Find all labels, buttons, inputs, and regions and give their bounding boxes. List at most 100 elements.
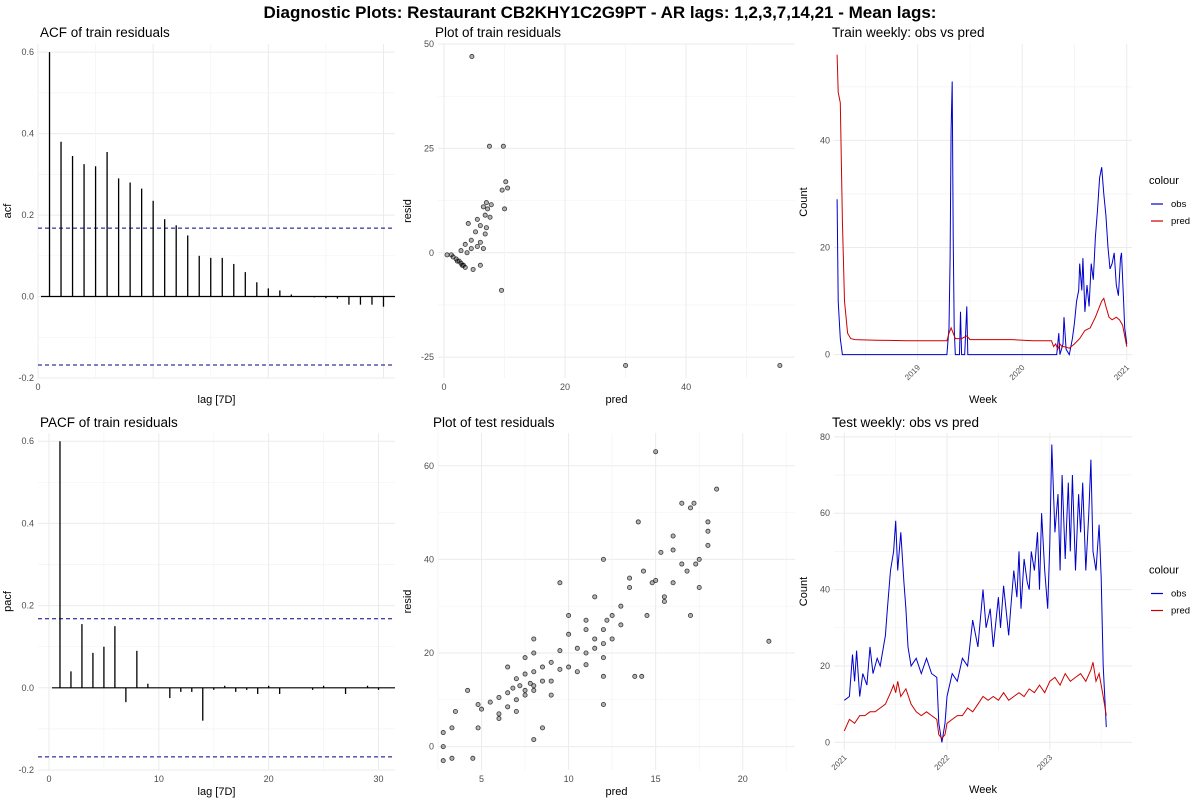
scatter-point — [696, 584, 702, 590]
x-tick-label: 0 — [442, 382, 447, 392]
scatter-point — [531, 636, 537, 642]
scatter-point — [470, 266, 476, 272]
scatter-point — [574, 669, 580, 675]
panel-title: Plot of train residuals — [435, 25, 561, 40]
scatter-point — [635, 519, 641, 525]
legend-label-pred: pred — [1171, 216, 1190, 227]
y-tick-label: 0.0 — [21, 292, 34, 302]
panel-title: ACF of train residuals — [40, 25, 170, 40]
y-tick-label: 0.0 — [21, 683, 34, 693]
y-tick-label: 0 — [825, 737, 830, 747]
scatter-point — [618, 622, 624, 628]
scatter-point — [670, 580, 676, 586]
scatter-point — [627, 575, 633, 581]
scatter-point — [609, 636, 615, 642]
scatter-point — [473, 229, 479, 235]
panel-test-resid: Plot of test residuals 0 20 40 60 5 10 15 20 pred… — [402, 415, 795, 798]
x-tick-label: 10 — [564, 774, 574, 784]
scatter-point — [566, 631, 572, 637]
scatter-point — [462, 241, 468, 247]
scatter-point — [693, 561, 699, 567]
scatter-point — [462, 264, 468, 270]
scatter-point — [483, 225, 489, 231]
x-tick-label: 30 — [374, 774, 384, 784]
scatter-point — [531, 669, 537, 675]
scatter-point — [477, 239, 483, 245]
scatter-point — [600, 701, 606, 707]
scatter-point — [485, 206, 491, 212]
scatter-point — [548, 659, 554, 665]
x-tick-label: 40 — [681, 382, 691, 392]
scatter-point — [522, 655, 528, 661]
y-tick-label: 50 — [424, 39, 434, 49]
panel-title: Train weekly: obs vs pred — [832, 25, 985, 40]
y-axis-label: resid — [402, 199, 414, 223]
y-tick-label: 60 — [820, 508, 830, 518]
scatter-point — [522, 692, 528, 698]
panel-acf: ACF of train residuals -0.2 0.0 0.2 0.4 0.6 0 l… — [2, 25, 395, 406]
scatter-point — [468, 246, 474, 252]
scatter-point — [679, 561, 685, 567]
scatter-point — [583, 617, 589, 623]
scatter-point — [500, 143, 506, 149]
scatter-point — [522, 687, 528, 693]
scatter-point — [531, 737, 537, 743]
figure-title: Diagnostic Plots: Restaurant CB2KHY1C2G9… — [263, 3, 937, 22]
scatter-point — [477, 262, 483, 268]
panel-test-weekly: Test weekly: obs vs pred 0 20 40 60 80 2021 202… — [798, 415, 1190, 796]
scatter-point — [653, 449, 659, 455]
scatter-point — [522, 671, 528, 677]
scatter-point — [469, 54, 475, 60]
y-tick-label: 0.2 — [21, 601, 34, 611]
scatter-point — [444, 252, 450, 258]
panel-title: PACF of train residuals — [40, 415, 178, 430]
scatter-point — [557, 648, 563, 654]
scatter-point — [483, 200, 489, 206]
scatter-point — [684, 568, 690, 574]
scatter-point — [440, 730, 446, 736]
y-tick-label: -0.2 — [18, 765, 34, 775]
gridlines — [38, 433, 395, 771]
x-tick-label: 0 — [35, 382, 40, 392]
scatter-point — [705, 542, 711, 548]
x-tick-label: 2021 — [1112, 363, 1131, 382]
scatter-point — [557, 666, 563, 672]
y-axis-label: acf — [2, 203, 14, 219]
scatter-point — [475, 701, 481, 707]
y-tick-label: 0 — [429, 248, 434, 258]
gridlines — [438, 43, 795, 378]
legend-title: colour — [1149, 175, 1179, 187]
panel-train-weekly: Train weekly: obs vs pred 0 20 40 2019 2020 20… — [798, 25, 1190, 406]
scatter-point — [440, 758, 446, 764]
scatter-point — [510, 685, 516, 691]
scatter-point — [592, 645, 598, 651]
scatter-point — [600, 641, 606, 647]
y-tick-label: 0.6 — [21, 436, 34, 446]
y-axis-label: resid — [402, 590, 414, 614]
y-tick-label: 0.2 — [21, 210, 34, 220]
x-axis-label: Week — [969, 394, 997, 406]
y-axis-label: Count — [798, 187, 810, 216]
y-tick-label: 40 — [820, 135, 830, 145]
series-line-obs — [836, 81, 1128, 356]
scatter-point — [539, 725, 545, 731]
scatter-point — [487, 699, 493, 705]
y-tick-label: 80 — [820, 432, 830, 442]
scatter-point — [649, 580, 655, 586]
scatter-point — [566, 664, 572, 670]
y-tick-label: 20 — [820, 661, 830, 671]
scatter-point — [513, 697, 519, 703]
series-line-obs — [844, 444, 1107, 743]
legend-title: colour — [1149, 565, 1179, 577]
y-axis-label: pacf — [2, 590, 14, 612]
scatter-point — [618, 603, 624, 609]
scatter-point — [468, 237, 474, 243]
panel-title: Test weekly: obs vs pred — [832, 415, 979, 430]
y-tick-label: 40 — [424, 554, 434, 564]
scatter-point — [505, 185, 511, 191]
scatter-point — [644, 613, 650, 619]
scatter-point — [640, 568, 646, 574]
scatter-point — [502, 206, 508, 212]
scatter-point — [479, 706, 485, 712]
